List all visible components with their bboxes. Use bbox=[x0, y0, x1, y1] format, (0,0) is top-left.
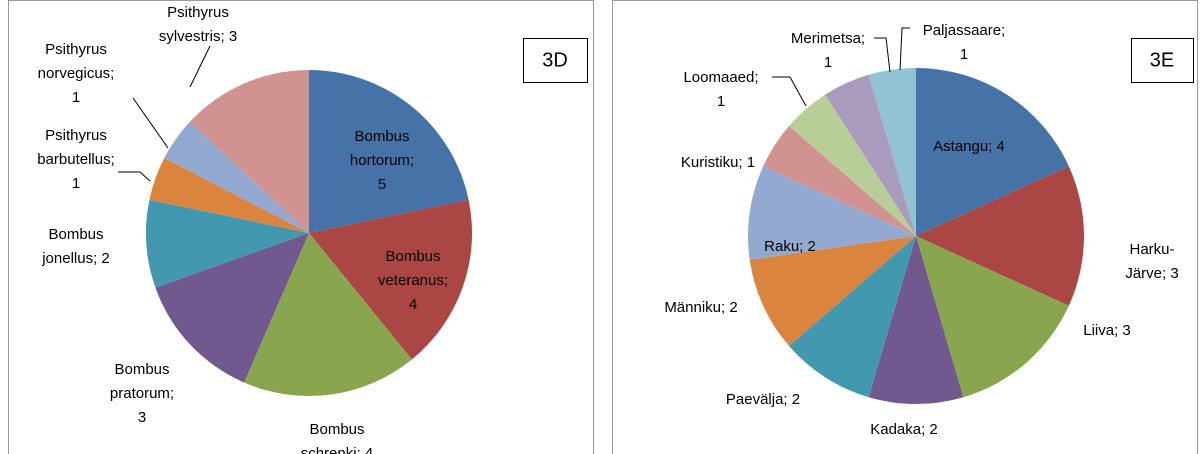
data-label: Kadaka; 2 bbox=[870, 421, 938, 438]
data-label: Raku; 2 bbox=[764, 238, 816, 255]
pie-slice bbox=[155, 233, 309, 383]
data-label: Kuristiku; 1 bbox=[681, 154, 755, 171]
data-label: Paljassaare; 1 bbox=[923, 22, 1006, 63]
panel-label: 3D bbox=[542, 49, 568, 71]
leader-line bbox=[189, 45, 211, 88]
data-label: Astangu; 4 bbox=[933, 138, 1005, 155]
pie-slice bbox=[149, 158, 309, 233]
data-label: Männiku; 2 bbox=[664, 299, 737, 316]
leader-line bbox=[899, 27, 910, 71]
pie-slice bbox=[916, 236, 1069, 398]
pie-slice bbox=[244, 233, 412, 396]
pie-slice bbox=[868, 68, 916, 236]
leader-line bbox=[874, 37, 891, 73]
data-label: Paevälja; 2 bbox=[726, 391, 800, 408]
data-label: Bombus hortorum; 5 bbox=[350, 128, 414, 193]
data-label: Merimetsa; 1 bbox=[791, 30, 865, 71]
data-label: Harku-Järve; 3 bbox=[1125, 241, 1178, 282]
pie-slice bbox=[309, 70, 469, 233]
data-label: Psithyrus sylvestris; 3 bbox=[159, 4, 237, 45]
panel-label-box bbox=[523, 38, 588, 83]
pie-slice bbox=[145, 199, 309, 288]
data-label: Bombus pratorum; 3 bbox=[110, 361, 174, 426]
pie-slice bbox=[789, 94, 916, 236]
pie-slice bbox=[825, 74, 916, 237]
pie-slice bbox=[916, 68, 1069, 236]
leader-line bbox=[772, 76, 807, 107]
pie-slice bbox=[763, 125, 916, 236]
data-label: Bombus jonellus; 2 bbox=[41, 226, 110, 267]
data-label: Bombus schrenki; 4 bbox=[301, 421, 374, 454]
panel-label-box bbox=[1131, 38, 1194, 83]
pie-slice bbox=[748, 166, 916, 260]
pie-slice bbox=[749, 236, 916, 347]
leader-line bbox=[118, 171, 151, 182]
data-label: Bombus veteranus; 4 bbox=[378, 248, 448, 313]
data-label: Loomaaed; 1 bbox=[683, 69, 758, 110]
data-label: Psithyrus norvegicus; 1 bbox=[38, 41, 115, 106]
pie-slice bbox=[164, 121, 309, 233]
pie-slice bbox=[789, 236, 916, 398]
data-label: Liiva; 3 bbox=[1083, 322, 1131, 339]
data-label: Psithyrus barbutellus; 1 bbox=[37, 127, 115, 192]
pie-slice bbox=[189, 70, 309, 233]
leader-line bbox=[132, 97, 169, 149]
pie-slice bbox=[916, 166, 1084, 306]
pie-slice bbox=[868, 236, 964, 404]
pie-slice bbox=[309, 199, 472, 360]
panel-label: 3E bbox=[1150, 49, 1174, 71]
